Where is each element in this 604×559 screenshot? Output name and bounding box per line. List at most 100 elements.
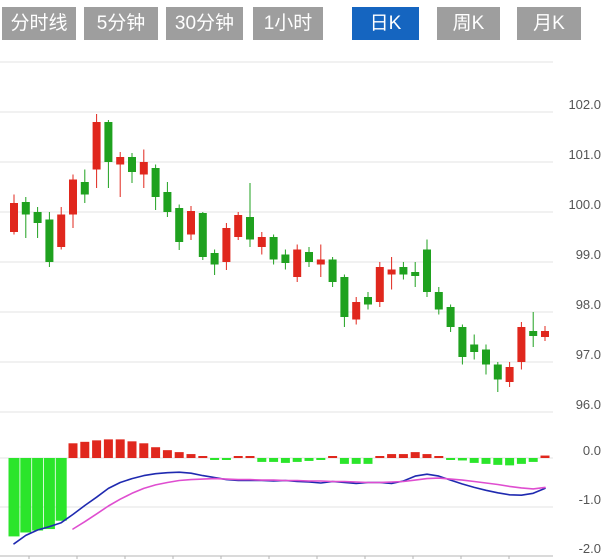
price-axis-label: 101.0 [568,147,601,162]
price-axis-label: 102.0 [568,97,601,112]
candle-up [10,203,18,232]
macd-axis-label: -2.0 [579,541,601,556]
price-gridlines [0,61,553,413]
candle-up [316,259,325,265]
macd-bar-positive [115,439,125,458]
candle-down [399,267,408,275]
macd-bar-positive [328,456,338,458]
macd-bar-negative [446,458,456,460]
candle-down [163,192,172,212]
macd-axis-label: 0.0 [583,443,601,458]
macd-bar-negative [363,458,373,464]
candle-up [92,122,101,170]
macd-bar-negative [316,458,326,460]
macd-bar-negative [221,458,231,460]
tab-1hour[interactable]: 1小时 [253,7,323,40]
macd-bar-negative [481,458,491,464]
price-axis-label: 99.0 [576,247,601,262]
candle-up [234,215,243,237]
macd-bar-positive [68,443,78,458]
candle-down [340,277,349,317]
candle-down [80,182,89,195]
candle-up [505,367,514,382]
candle-down [482,349,490,365]
candle-down [529,331,538,336]
macd-bar-positive [80,441,90,458]
dif-line [13,471,546,545]
macd-bar-negative [469,458,479,463]
candle-up [293,249,302,277]
macd-bar-negative [32,458,44,531]
macd-bar-positive [410,452,420,458]
candle-down [151,168,160,197]
macd-bar-negative [55,458,67,521]
candle-up [222,228,231,262]
macd-bar-negative [8,458,20,537]
candle-down [493,364,502,380]
macd-bar-negative [257,458,267,462]
macd-bar-positive [434,456,444,458]
macd-bar-positive [174,452,184,458]
price-axis-label: 100.0 [568,197,601,212]
candle-down [328,259,337,282]
candlestick-series [10,114,549,392]
macd-bar-negative [339,458,349,464]
macd-bar-positive [198,456,208,458]
tab-daily[interactable]: 日K [352,7,419,40]
tab-5min[interactable]: 5分钟 [84,7,158,40]
candle-up [139,162,148,175]
candle-down [281,254,290,263]
macd-bar-negative [304,458,314,461]
tab-monthly[interactable]: 月K [517,7,581,40]
candle-up [69,179,77,215]
macd-bar-negative [516,458,526,464]
macd-bar-positive [151,447,161,458]
tab-30min[interactable]: 30分钟 [166,7,243,40]
candle-up [387,269,396,275]
candle-down [305,252,313,262]
candle-down [21,202,30,215]
macd-bar-negative [292,458,302,462]
macd-bar-positive [186,454,196,458]
price-axis-label: 97.0 [576,347,601,362]
macd-bar-positive [139,443,149,458]
macd-histogram [8,439,550,537]
period-tabbar: 分时线 5分钟 30分钟 1小时 日K 周K 月K [0,0,604,47]
macd-bar-negative [20,458,32,533]
candle-down [210,253,219,265]
candle-up [352,302,361,320]
macd-bar-negative [457,458,467,461]
macd-bar-negative [528,458,538,462]
price-axis-label: 98.0 [576,297,601,312]
macd-bar-negative [280,458,290,463]
candle-up [187,211,195,235]
candle-up [257,237,266,247]
macd-bar-negative [210,458,220,460]
macd-bar-positive [398,454,408,458]
candle-down [423,249,431,292]
candle-down [128,157,136,172]
price-axis-labels: 102.0 101.0 100.0 99.0 98.0 97.0 96.0 [568,97,601,412]
candle-down [458,327,467,357]
candle-down [175,208,184,242]
macd-bar-positive [127,441,137,458]
macd-bar-positive [162,450,172,458]
tab-weekly[interactable]: 周K [437,7,500,40]
price-axis-label: 96.0 [576,397,601,412]
candle-up [116,157,125,165]
candle-down [198,213,207,257]
macd-bar-positive [387,454,397,458]
candle-down [470,344,479,352]
tab-timeshare[interactable]: 分时线 [2,7,76,40]
candle-down [434,292,443,310]
macd-bar-positive [233,456,243,458]
candle-down [269,237,278,260]
macd-bar-positive [245,456,255,458]
candle-down [411,272,420,276]
candle-down [45,219,54,262]
candle-up [375,267,384,302]
macd-bar-positive [422,454,432,458]
macd-bar-positive [540,455,550,458]
